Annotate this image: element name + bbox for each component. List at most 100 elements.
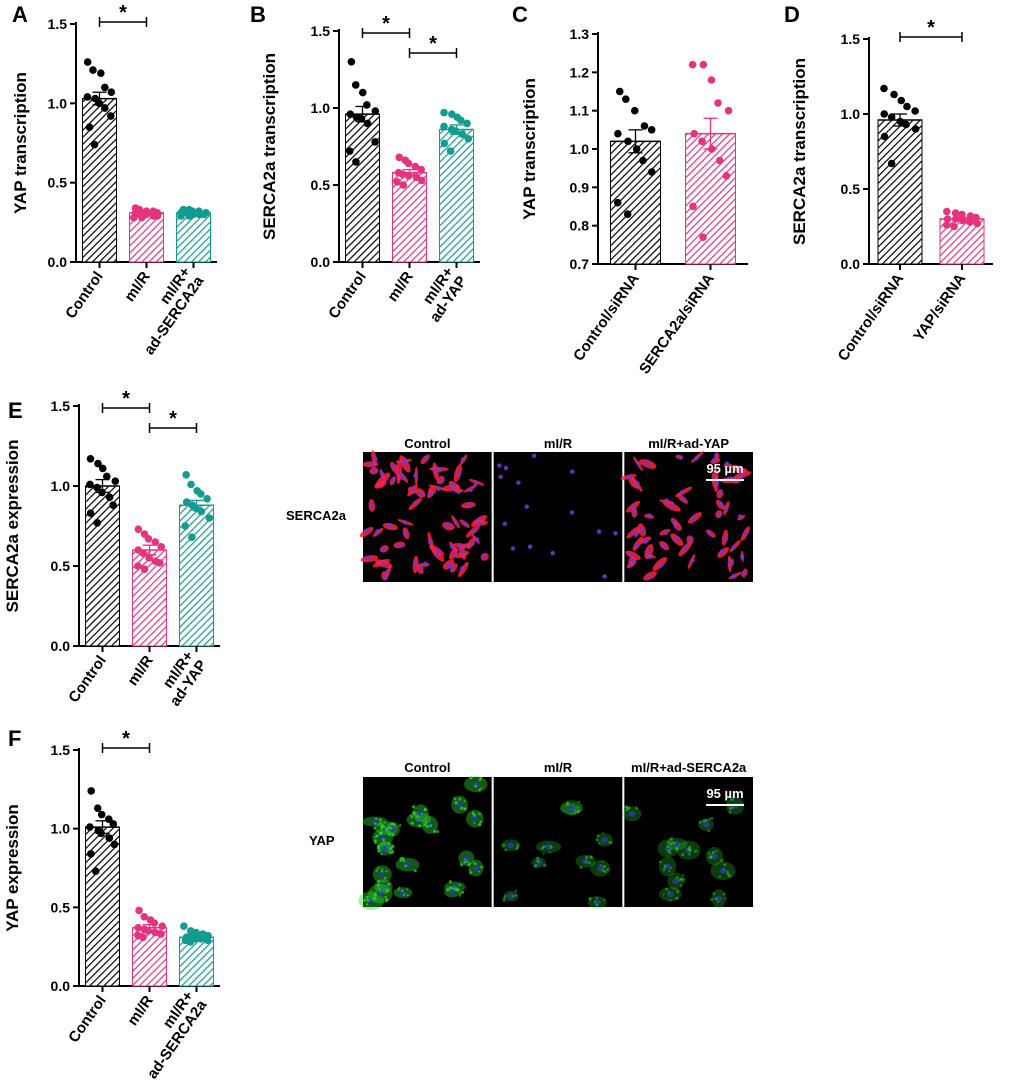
cell-nucleus	[376, 890, 384, 897]
data-point	[950, 222, 958, 231]
stain-speckle	[718, 875, 722, 879]
data-point	[110, 840, 119, 849]
data-point	[699, 233, 707, 241]
stain-speckle	[397, 888, 400, 891]
stain-speckle	[472, 813, 476, 817]
cell-nucleus	[711, 458, 717, 463]
cell-nucleus	[570, 469, 575, 474]
stain-speckle	[723, 892, 726, 896]
stain-speckle	[601, 860, 604, 863]
stain-speckle	[454, 801, 458, 805]
data-point	[463, 119, 471, 128]
stain-speckle	[425, 821, 428, 824]
cell-nucleus	[428, 540, 433, 545]
image-row-label: YAP	[309, 833, 335, 848]
y-tick-label: 1.3	[570, 26, 590, 42]
cell-nucleus	[602, 574, 607, 579]
cell-nucleus	[391, 478, 396, 483]
cell-nucleus	[632, 531, 637, 536]
data-point	[352, 158, 360, 166]
stain-speckle	[402, 893, 406, 896]
data-point	[647, 168, 656, 176]
stain-speckle	[675, 876, 679, 880]
data-point	[951, 215, 960, 223]
stain-speckle	[385, 870, 388, 873]
data-point	[109, 501, 117, 510]
data-point	[97, 829, 105, 838]
category-label-line: YAP/siRNA	[910, 270, 969, 344]
stain-speckle	[380, 826, 384, 830]
category-label: mI/R	[124, 652, 157, 689]
y-tick-label: 0.5	[841, 181, 861, 197]
data-point	[887, 113, 896, 121]
y-tick-label: 1.0	[51, 821, 71, 837]
data-point	[157, 543, 165, 551]
cell-nucleus	[719, 867, 727, 874]
cell-nucleus	[694, 456, 699, 461]
data-point	[615, 87, 624, 96]
stain-speckle	[460, 862, 463, 865]
data-point	[943, 215, 952, 223]
cell-nucleus	[473, 481, 478, 486]
stain-speckle	[731, 807, 734, 810]
data-point	[897, 96, 906, 105]
stain-speckle	[377, 849, 381, 853]
significance-star: *	[169, 408, 177, 430]
stain-speckle	[585, 855, 589, 859]
stain-speckle	[680, 877, 683, 881]
cell-nucleus	[678, 455, 683, 460]
stain-speckle	[502, 897, 506, 901]
y-tick-label: 0.0	[841, 256, 861, 272]
cell-nucleus	[674, 524, 679, 529]
stain-speckle	[504, 848, 508, 852]
stain-speckle	[715, 849, 718, 853]
cell-nucleus	[474, 537, 480, 542]
data-point	[86, 480, 94, 489]
data-point	[890, 90, 898, 99]
data-point	[97, 69, 105, 77]
cell-nucleus	[569, 510, 575, 515]
stain-speckle	[379, 890, 382, 893]
cell-nucleus	[364, 528, 370, 534]
stain-speckle	[549, 851, 551, 854]
cell-nucleus	[460, 457, 466, 462]
bar	[345, 113, 380, 263]
cell-nucleus	[713, 454, 719, 459]
data-point	[186, 938, 195, 946]
data-point	[357, 114, 366, 123]
stain-speckle	[463, 860, 467, 864]
stain-speckle	[515, 846, 519, 850]
cell-nucleus	[507, 842, 515, 849]
cell-nucleus	[663, 530, 668, 536]
y-tick-label: 0.0	[48, 254, 68, 270]
stain-speckle	[602, 864, 606, 869]
data-point	[451, 127, 460, 135]
stain-speckle	[728, 806, 733, 810]
data-point	[880, 132, 889, 141]
cell-nucleus	[369, 503, 375, 509]
stain-speckle	[676, 889, 680, 893]
data-point	[351, 81, 360, 89]
panel-label: E	[8, 398, 23, 423]
stain-speckle	[468, 869, 471, 872]
cell-nucleus	[673, 841, 681, 848]
cell-nucleus	[397, 470, 402, 475]
data-point	[613, 198, 622, 207]
data-point	[140, 565, 149, 573]
stain-speckle	[436, 830, 440, 833]
y-tick-label: 1.5	[51, 742, 71, 758]
cell-nucleus	[418, 492, 423, 497]
data-point	[722, 172, 731, 180]
y-tick-label: 1.5	[311, 23, 331, 39]
data-point	[83, 93, 92, 101]
data-point	[942, 221, 951, 229]
stain-speckle	[381, 868, 384, 871]
cell-nucleus	[428, 492, 434, 497]
cell-nucleus	[593, 899, 601, 906]
stain-speckle	[514, 889, 517, 893]
category-label-line: mI/R	[384, 268, 417, 305]
stain-speckle	[675, 846, 678, 849]
category-label: Control	[325, 269, 370, 322]
y-tick-label: 1.2	[570, 64, 590, 80]
stain-speckle	[421, 813, 424, 816]
